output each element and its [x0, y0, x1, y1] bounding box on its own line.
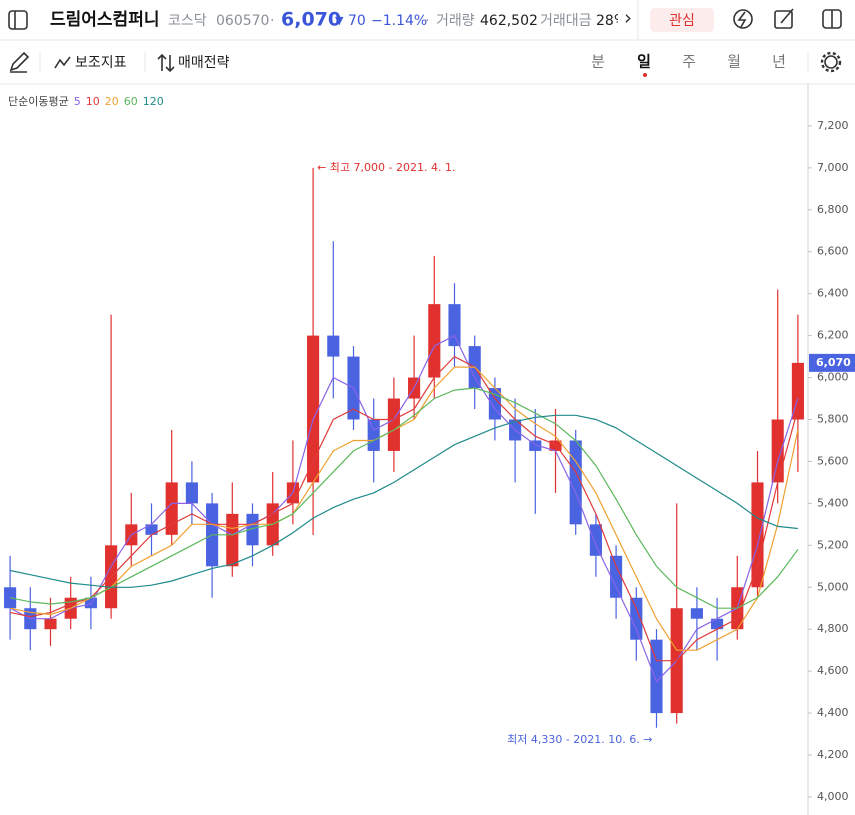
indicator-icon [54, 56, 71, 69]
period-tab[interactable]: 일 [637, 53, 651, 71]
price-tag-label: 6,070 [816, 356, 851, 369]
candle-body [428, 304, 441, 378]
plot: 4,000 4,200 4,400 4,600 4,800 5,000 5,200 5,400… [4, 95, 855, 803]
candle-body [185, 482, 198, 504]
settings-gear [820, 51, 842, 73]
y-tick-label: 6,400 [817, 287, 849, 300]
y-tick-label: 5,400 [817, 496, 849, 509]
candle-body [711, 618, 724, 630]
draw-icon[interactable] [9, 51, 30, 73]
legend-entry: 5 [74, 95, 81, 108]
candle-body [771, 419, 784, 483]
y-tick-label: 6,000 [817, 371, 849, 384]
legend-entry: 60 [124, 95, 138, 108]
candle-body [246, 513, 259, 546]
candle-body [387, 398, 400, 451]
market: 코스닥 [168, 13, 207, 29]
more[interactable]: › [624, 6, 632, 30]
volume-label: 거래량 [436, 13, 475, 29]
candle-body [529, 440, 542, 451]
candle-body [610, 555, 623, 598]
candle-body [791, 362, 804, 420]
y-tick-label: 4,600 [817, 664, 849, 677]
legend-title: 단순이동평균 [8, 95, 69, 108]
candle-body [44, 618, 57, 630]
amount-clip: 28억 [596, 13, 627, 29]
separator: · [425, 13, 429, 29]
candle-body [589, 524, 602, 556]
extreme-annotation: ← 최고 7,000 - 2021. 4. 1. [317, 161, 455, 174]
y-tick-label: 6,600 [817, 245, 849, 258]
candle-body [690, 608, 703, 619]
candle-body [650, 639, 663, 714]
y-tick-label: 4,400 [817, 706, 849, 719]
period-tab[interactable]: 년 [772, 53, 786, 71]
amount-label: 거래대금 [540, 13, 592, 29]
edit-pen [780, 8, 794, 24]
flash-icon[interactable] [733, 9, 753, 29]
strategy-icon [157, 53, 175, 73]
candle-body [630, 597, 643, 640]
y-tick-label: 5,000 [817, 580, 849, 593]
price: 6,070 [281, 9, 341, 31]
period-tab[interactable]: 월 [727, 53, 741, 71]
candle-body [165, 482, 178, 535]
moving-average-line [9, 366, 799, 651]
y-tick-label: 6,200 [817, 329, 849, 342]
candle-body [226, 513, 239, 567]
sidebar-icon[interactable] [8, 10, 28, 30]
y-tick-label: 7,000 [817, 161, 849, 174]
y-tick-label: 4,200 [817, 748, 849, 761]
extreme-annotation: 최저 4,330 - 2021. 10. 6. → [507, 733, 652, 746]
candle-body [751, 482, 764, 588]
legend-entry: 20 [105, 95, 119, 108]
candle-body [367, 419, 380, 451]
code: 060570 [216, 13, 269, 29]
settings-icon[interactable] [824, 55, 838, 69]
y-tick-label: 4,000 [817, 790, 849, 803]
candle-body [448, 304, 461, 347]
y-tick-label: 6,800 [817, 203, 849, 216]
y-tick-label: 5,800 [817, 412, 849, 425]
change-pct: −1.14% [371, 13, 427, 29]
flash-bolt [737, 11, 747, 28]
candle-body [145, 524, 158, 535]
period-tab[interactable]: 주 [682, 53, 696, 71]
y-tick-label: 5,200 [817, 538, 849, 551]
moving-average-line [9, 334, 799, 683]
indicators-button[interactable]: 보조지표 [75, 55, 127, 71]
watch-button[interactable] [650, 8, 714, 32]
y-tick-label: 4,800 [817, 622, 849, 635]
candle-body [307, 335, 320, 483]
candle-body [569, 440, 582, 525]
price-tag [809, 353, 855, 372]
y-tick-label: 7,200 [817, 119, 849, 132]
moving-average-line [9, 355, 799, 662]
moving-average-line [9, 414, 798, 588]
change: 70 [348, 13, 366, 29]
volume: 462,502 [480, 13, 538, 29]
legend-entry: 10 [86, 95, 100, 108]
stock-name: 드림어스컴퍼니 [50, 9, 159, 30]
amount: 28억 [596, 13, 627, 29]
strategy-button[interactable]: 매매전략 [178, 55, 230, 71]
edit-icon[interactable] [774, 10, 793, 29]
down-arrow: ▼ [335, 14, 344, 27]
y-tick-label: 5,600 [817, 454, 849, 467]
candle-body [327, 335, 340, 357]
period-tab[interactable]: 분 [591, 53, 605, 71]
watch-label[interactable]: 관심 [669, 13, 695, 29]
legend-entry: 120 [143, 95, 164, 108]
moving-average-line [9, 387, 799, 609]
separator: · [270, 13, 274, 29]
active-dot [643, 73, 647, 77]
